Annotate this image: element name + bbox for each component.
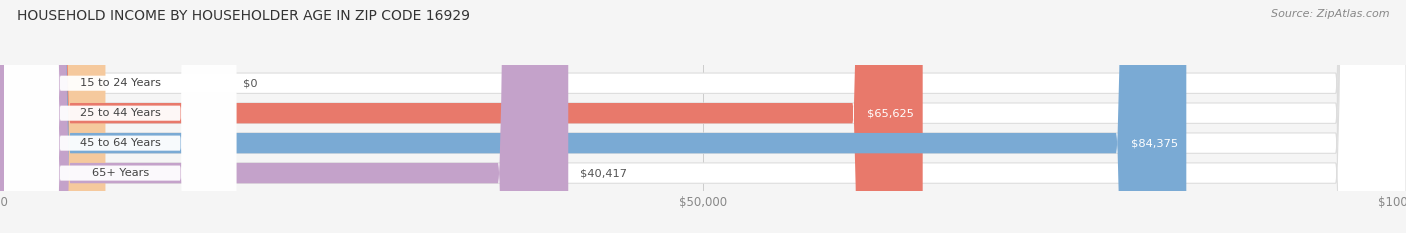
FancyBboxPatch shape [0, 0, 922, 233]
FancyBboxPatch shape [4, 0, 236, 233]
FancyBboxPatch shape [4, 0, 236, 233]
FancyBboxPatch shape [0, 0, 105, 233]
FancyBboxPatch shape [0, 0, 1187, 233]
Text: 65+ Years: 65+ Years [91, 168, 149, 178]
Text: $40,417: $40,417 [579, 168, 627, 178]
FancyBboxPatch shape [4, 0, 236, 233]
Text: $84,375: $84,375 [1130, 138, 1178, 148]
Text: Source: ZipAtlas.com: Source: ZipAtlas.com [1271, 9, 1389, 19]
FancyBboxPatch shape [0, 0, 568, 233]
Text: 25 to 44 Years: 25 to 44 Years [80, 108, 160, 118]
Text: $0: $0 [243, 78, 257, 88]
Text: 45 to 64 Years: 45 to 64 Years [80, 138, 160, 148]
Text: $65,625: $65,625 [868, 108, 914, 118]
Text: 15 to 24 Years: 15 to 24 Years [80, 78, 160, 88]
FancyBboxPatch shape [4, 0, 236, 233]
Text: HOUSEHOLD INCOME BY HOUSEHOLDER AGE IN ZIP CODE 16929: HOUSEHOLD INCOME BY HOUSEHOLDER AGE IN Z… [17, 9, 470, 23]
